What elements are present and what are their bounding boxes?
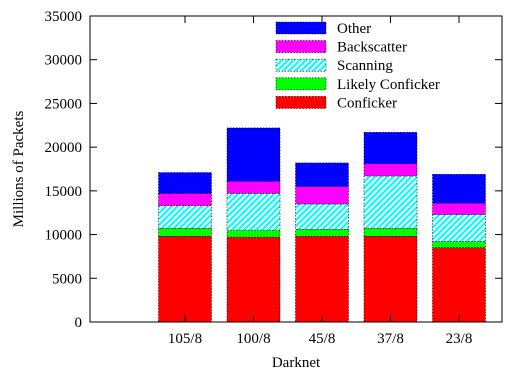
- x-tick-label: 23/8: [446, 331, 473, 347]
- y-tick-label: 25000: [45, 96, 83, 112]
- y-tick-label: 35000: [45, 9, 83, 25]
- bar-backscatter-100-8: [226, 180, 281, 194]
- y-axis-title: Millions of Packets: [11, 111, 27, 228]
- bar-scanning-105-8: [158, 205, 212, 229]
- x-axis-title: Darknet: [272, 355, 321, 371]
- y-tick-label: 20000: [45, 140, 83, 156]
- bar-scanning-45-8: [295, 203, 349, 230]
- legend-swatch-other: [275, 21, 327, 35]
- bar-conficker-37-8: [363, 236, 418, 323]
- legend-label-backscatter: Backscatter: [337, 40, 407, 56]
- bar-likely-conficker-45-8: [295, 229, 349, 237]
- x-tick-label: 105/8: [168, 331, 202, 347]
- legend-label-scanning: Scanning: [337, 58, 393, 74]
- legend-swatch-likely-conficker: [275, 77, 327, 91]
- legend-swatch-backscatter: [275, 40, 327, 53]
- bar-scanning-37-8: [363, 175, 418, 229]
- legend: Other Backscatter Scanning Likely Conficker…: [275, 21, 440, 111]
- bar-conficker-45-8: [295, 236, 349, 323]
- y-tick-label: 15000: [45, 184, 83, 200]
- bar-conficker-105-8: [158, 236, 212, 323]
- bar-other-37-8: [363, 131, 418, 165]
- y-tick-label: 10000: [45, 228, 83, 244]
- bar-backscatter-105-8: [158, 193, 212, 207]
- bar-likely-conficker-37-8: [363, 228, 418, 237]
- legend-label-likely-conficker: Likely Conficker: [337, 77, 440, 93]
- legend-swatch-scanning: [275, 58, 327, 72]
- plot-area-frame: [89, 15, 503, 323]
- bar-likely-conficker-100-8: [226, 229, 281, 238]
- y-axis: 0 5000 10000 15000 20000 25000 30000 35000: [45, 9, 502, 331]
- y-tick-label: 30000: [45, 53, 83, 69]
- bars-layer: [158, 127, 486, 323]
- bar-likely-conficker-23-8: [432, 241, 486, 248]
- x-tick-label: 45/8: [309, 331, 336, 347]
- bar-backscatter-23-8: [432, 202, 486, 215]
- x-tick-label: 100/8: [236, 331, 270, 347]
- bar-conficker-23-8: [432, 247, 486, 323]
- y-tick-label: 5000: [52, 271, 82, 287]
- bar-backscatter-45-8: [295, 186, 349, 205]
- bar-scanning-100-8: [226, 193, 281, 231]
- bar-scanning-23-8: [432, 214, 486, 242]
- y-tick-label: 0: [75, 315, 83, 331]
- legend-swatch-conficker: [275, 96, 327, 109]
- x-tick-label: 37/8: [377, 331, 404, 347]
- bar-backscatter-37-8: [363, 163, 418, 177]
- legend-label-other: Other: [337, 21, 371, 37]
- bar-conficker-100-8: [226, 236, 281, 323]
- bar-other-100-8: [226, 127, 281, 182]
- bar-other-45-8: [295, 162, 349, 187]
- legend-label-conficker: Conficker: [337, 95, 397, 111]
- bar-other-23-8: [432, 173, 486, 204]
- bar-likely-conficker-105-8: [158, 228, 212, 237]
- x-axis: 105/8 100/8 45/8 37/8 23/8: [168, 16, 472, 347]
- bar-other-105-8: [158, 172, 212, 194]
